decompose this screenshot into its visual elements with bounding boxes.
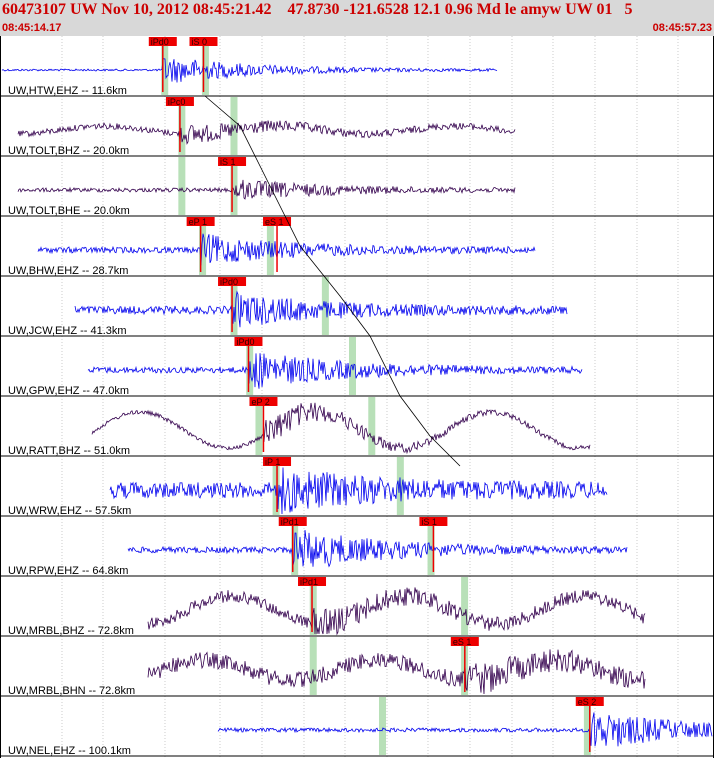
pick-label: eP 2 (251, 397, 269, 407)
phase-window (583, 697, 591, 755)
pick-flag[interactable] (278, 517, 307, 526)
pick-label: eP 1 (189, 217, 207, 227)
station-label: UW,JCW,EHZ -- 41.3km (8, 325, 127, 337)
pick-flag[interactable] (263, 457, 292, 466)
phase-window (368, 397, 376, 455)
waveform-trace[interactable] (91, 402, 591, 455)
phase-window (230, 157, 238, 215)
station-label: UW,MRBL,BHZ -- 72.8km (8, 625, 134, 637)
pick-label: iPd1 (281, 517, 299, 527)
station-label: UW,HTW,EHZ -- 11.6km (8, 85, 127, 97)
pick-label: iS 1 (220, 157, 236, 167)
phase-window (378, 697, 386, 755)
waveform-trace[interactable] (1, 58, 498, 83)
station-label: UW,RPW,EHZ -- 64.8km (8, 565, 128, 577)
station-label: UW,RATT,BHZ -- 51.0km (8, 445, 130, 457)
waveform-trace[interactable] (17, 120, 516, 145)
waveform-trace[interactable] (17, 179, 516, 200)
phase-window (309, 637, 317, 695)
event-title: 60473107 UW Nov 10, 2012 08:45:21.42 47.… (2, 1, 633, 18)
pick-label: iPc0 (168, 97, 186, 107)
phase-window (161, 37, 169, 95)
waveform-trace[interactable] (127, 529, 628, 568)
waveform-trace[interactable] (147, 587, 646, 636)
pick-label: iP 1 (265, 457, 280, 467)
phase-window (230, 97, 238, 155)
pick-flag[interactable] (218, 277, 247, 286)
station-label: UW,TOLT,BHE -- 20.0km (8, 205, 130, 217)
station-label: UW,BHW,EHZ -- 28.7km (8, 265, 128, 277)
phase-window (255, 397, 263, 455)
station-label: UW,MRBL,BHN -- 72.8km (8, 685, 135, 697)
pick-label: iPd0 (220, 277, 238, 287)
pick-label: eS 1 (265, 217, 284, 227)
phase-window (201, 37, 209, 95)
pick-label: iPd0 (236, 337, 254, 347)
station-label: UW,WRW,EHZ -- 57.5km (8, 505, 131, 517)
phase-window (309, 577, 317, 635)
pick-flag[interactable] (249, 397, 278, 406)
pick-label: iS 1 (421, 517, 437, 527)
phase-window (461, 577, 469, 635)
waveform-trace[interactable] (147, 649, 646, 695)
waveform-trace[interactable] (87, 353, 583, 389)
pick-flag[interactable] (218, 157, 247, 166)
pick-flag[interactable] (148, 37, 177, 46)
pick-flag[interactable] (450, 637, 479, 646)
event-header: 60473107 UW Nov 10, 2012 08:45:21.42 47.… (0, 0, 714, 36)
waveform-trace[interactable] (37, 233, 536, 266)
pick-flag[interactable] (165, 97, 194, 106)
pick-flag[interactable] (298, 577, 327, 586)
pick-label: eS 2 (578, 697, 597, 707)
phase-window (230, 277, 238, 335)
phase-window (199, 217, 207, 275)
travel-time-curve (204, 95, 461, 467)
pick-flag[interactable] (419, 517, 448, 526)
phase-window (272, 457, 280, 515)
pick-flag[interactable] (186, 217, 215, 226)
phase-window (178, 157, 186, 215)
pick-label: iPd0 (151, 37, 169, 47)
pick-flag[interactable] (575, 697, 604, 706)
pick-label: iS 0 (191, 37, 207, 47)
station-label: UW,NEL,EHZ -- 100.1km (8, 745, 131, 757)
phase-window (178, 97, 186, 155)
start-time: 08:45:14.17 (2, 22, 62, 34)
phase-window (266, 217, 274, 275)
pick-label: iPd1 (300, 577, 318, 587)
pick-flag[interactable] (234, 337, 263, 346)
station-label: UW,TOLT,BHZ -- 20.0km (8, 145, 129, 157)
waveform-trace[interactable] (74, 290, 568, 328)
end-time: 08:45:57.23 (652, 22, 712, 34)
pick-flag[interactable] (263, 217, 292, 226)
pick-label: eS 1 (453, 637, 472, 647)
waveform-trace[interactable] (109, 467, 608, 515)
station-label: UW,GPW,EHZ -- 47.0km (8, 385, 129, 397)
waveform-trace[interactable] (217, 712, 713, 747)
seismogram-plot[interactable]: iPd0 iS 0 UW,HTW,EHZ -- 11.6km iPc0 UW,TOLT,… (0, 36, 714, 758)
pick-flag[interactable] (189, 37, 218, 46)
